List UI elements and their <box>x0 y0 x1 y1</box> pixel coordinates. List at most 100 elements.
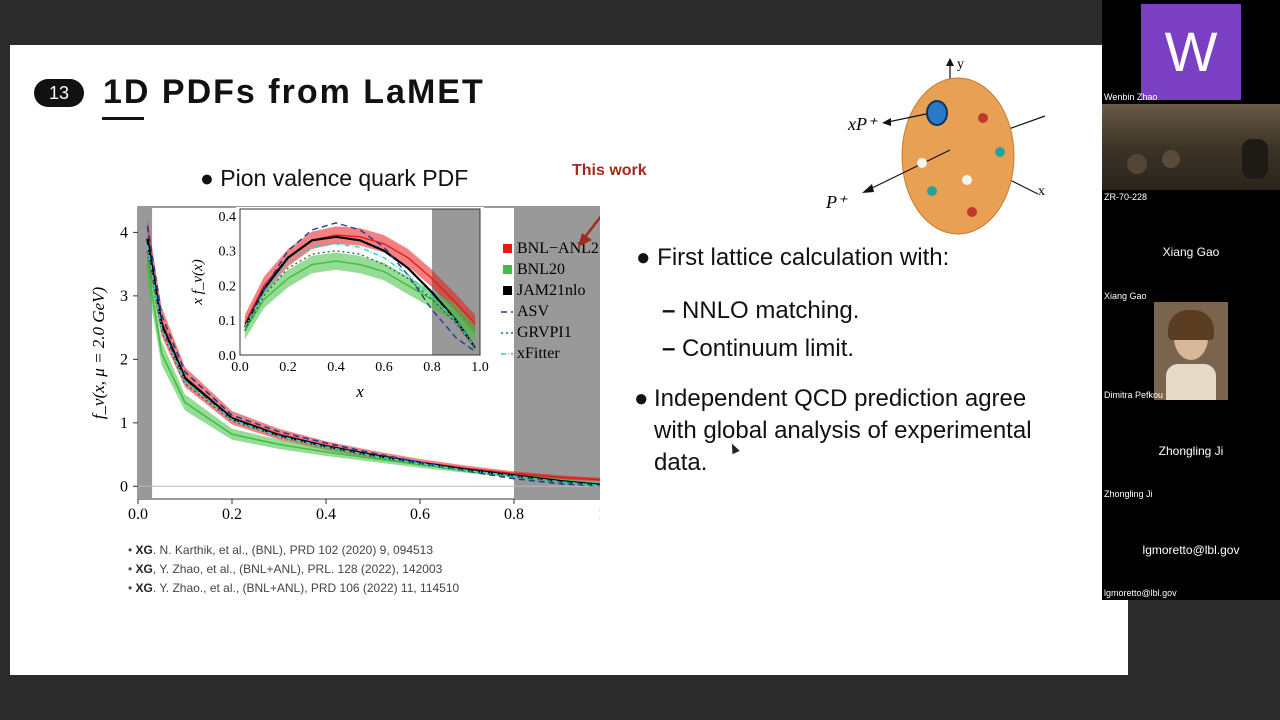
inset-y-tick-label: 0.2 <box>219 279 237 294</box>
this-work-arrow <box>584 215 600 238</box>
legend-label: xFitter <box>517 345 560 362</box>
reference-3: • XG. Y. Zhao., et al., (BNL+ANL), PRD 1… <box>128 581 460 595</box>
y-tick-label: 4 <box>120 224 128 241</box>
inset-x-tick-label: 1.0 <box>471 360 489 375</box>
excluded-region <box>514 207 600 499</box>
participant-name: Wenbin Zhao <box>1104 92 1158 102</box>
avatar: W <box>1141 4 1241 100</box>
inset-y-tick-label: 0.4 <box>219 210 237 225</box>
legend-swatch <box>503 265 512 274</box>
pdf-chart: 0.0 0.2 0.4 0.6 0.8 1.0 0 1 2 3 4 f_v(x, μ = 2.0 Ge… <box>89 206 600 523</box>
quark-dot-red <box>978 113 988 123</box>
participant-name: Xiang Gao <box>1104 291 1147 301</box>
quark-dot-white <box>917 158 927 168</box>
inset-y-tick-label: 0.1 <box>219 314 237 329</box>
p-momentum-arrow <box>862 184 874 193</box>
participant-center-name: Xiang Gao <box>1162 245 1220 259</box>
participant-center-name: lgmoretto@lbl.gov <box>1142 543 1240 557</box>
sub-item-continuum: – Continuum limit. <box>662 335 854 363</box>
presentation-slide: 13 1D PDFs from LaMET ● Pion valence qua… <box>10 45 1128 675</box>
x-tick-label: 1.0 <box>598 506 600 523</box>
inset-x-tick-label: 0.8 <box>423 360 441 375</box>
participant-gallery: W Wenbin Zhao ZR-70-228 Xiang Gao Xiang … <box>1102 0 1280 600</box>
series-line <box>146 225 600 487</box>
legend-swatch <box>503 244 512 253</box>
inset-x-tick-label: 0.6 <box>375 360 393 375</box>
quark-dot-red <box>967 207 977 217</box>
legend-label: BNL20 <box>517 261 565 278</box>
x-tick-label: 0.2 <box>222 506 242 523</box>
inset-frame <box>239 208 481 356</box>
ref-text: . Y. Zhao., et al., (BNL+ANL), PRD 106 (… <box>152 581 460 595</box>
dash-marker: – <box>662 297 676 324</box>
y-tick-label: 3 <box>120 288 128 305</box>
sub-item-text: NNLO matching. <box>682 297 860 324</box>
bullet-text: First lattice calculation with: <box>657 244 950 271</box>
ref-text: , Y. Zhao, et al., (BNL+ANL), PRL. 128 (… <box>152 562 443 576</box>
bullet-line: Independent QCD prediction agree <box>654 385 1027 412</box>
y-tick-label: 2 <box>120 351 128 368</box>
participant-name: Dimitra Pefkou <box>1104 390 1164 400</box>
quark-dot-teal <box>927 186 937 196</box>
inset-x-axis-title: x <box>355 382 364 401</box>
proton-diagram: y x xP⁺ P⁺ <box>825 57 1046 235</box>
inset-x-tick-label: 0.4 <box>327 360 345 375</box>
inset-y-tick-label: 0.3 <box>219 245 237 260</box>
reference-2: • XG, Y. Zhao, et al., (BNL+ANL), PRL. 1… <box>128 562 443 576</box>
participant-video[interactable] <box>1102 104 1280 190</box>
xp-label: xP⁺ <box>847 114 878 134</box>
legend-label: BNL−ANL21 <box>517 240 600 257</box>
inset-x-tick-label: 0.2 <box>279 360 297 375</box>
inset-error-band <box>244 252 476 343</box>
inset-y-tick-label: 0.0 <box>219 349 237 364</box>
ref-author: XG <box>135 562 153 576</box>
slide-number-badge: 13 <box>34 79 84 107</box>
bullet-line: with global analysis of experimental <box>654 417 1032 444</box>
sub-item-nnlo: – NNLO matching. <box>662 297 859 325</box>
p-momentum-line <box>867 149 951 191</box>
reference-1: • XG. N. Karthik, et al., (BNL), PRD 102… <box>128 543 434 557</box>
y-axis-title: f_v(x, μ = 2.0 GeV) <box>89 286 108 419</box>
y-tick-label: 0 <box>120 478 128 495</box>
y-axis-arrow <box>946 58 954 66</box>
inset-series-line <box>243 235 477 349</box>
chart-caption: ● Pion valence quark PDF <box>200 165 469 191</box>
participant-video[interactable] <box>1154 302 1228 400</box>
y-tick-label: 1 <box>120 415 128 432</box>
x-tick-label: 0.0 <box>128 506 148 523</box>
bullet-dot: ● <box>636 244 651 271</box>
x-tick-label: 0.6 <box>410 506 430 523</box>
sub-item-text: Continuum limit. <box>682 335 855 362</box>
x-tick-label: 0.4 <box>316 506 336 523</box>
inset-x-tick-label: 0.0 <box>231 360 249 375</box>
this-work-annotation: This work <box>572 162 647 179</box>
this-work-arrowhead <box>578 233 592 247</box>
legend-swatch <box>503 286 512 295</box>
inset-error-band <box>244 226 476 333</box>
x-axis-label: x <box>1038 184 1045 199</box>
bullet-first-lattice: ● First lattice calculation with: <box>636 242 949 274</box>
title-underline <box>102 117 144 120</box>
ref-text: . N. Karthik, et al., (BNL), PRD 102 (20… <box>152 543 434 557</box>
y-axis-label: y <box>957 57 964 72</box>
legend-label: ASV <box>517 303 549 320</box>
inset-y-axis-title: x f_v(x) <box>190 259 206 305</box>
dash-marker: – <box>662 335 676 362</box>
participant-center-name: Zhongling Ji <box>1158 444 1224 458</box>
participant-name: Zhongling Ji <box>1104 489 1153 499</box>
quark-dot-teal <box>995 147 1005 157</box>
xp-momentum-line <box>887 113 927 123</box>
bullet-dot: ● <box>634 385 649 412</box>
x-tick-label: 0.8 <box>504 506 524 523</box>
slide-title: 1D PDFs from LaMET <box>103 73 485 111</box>
struck-quark-dot <box>926 100 948 126</box>
participant-name: lgmoretto@lbl.gov <box>1104 588 1177 598</box>
legend-label: JAM21nlo <box>517 282 585 299</box>
p-label: P⁺ <box>825 192 848 212</box>
inset-series-line <box>244 222 476 353</box>
xp-momentum-arrow <box>882 118 891 126</box>
series-line <box>146 244 600 487</box>
legend-label: GRVPI1 <box>517 324 572 341</box>
ref-author: XG <box>135 543 153 557</box>
bullet-line: data. <box>654 449 708 476</box>
